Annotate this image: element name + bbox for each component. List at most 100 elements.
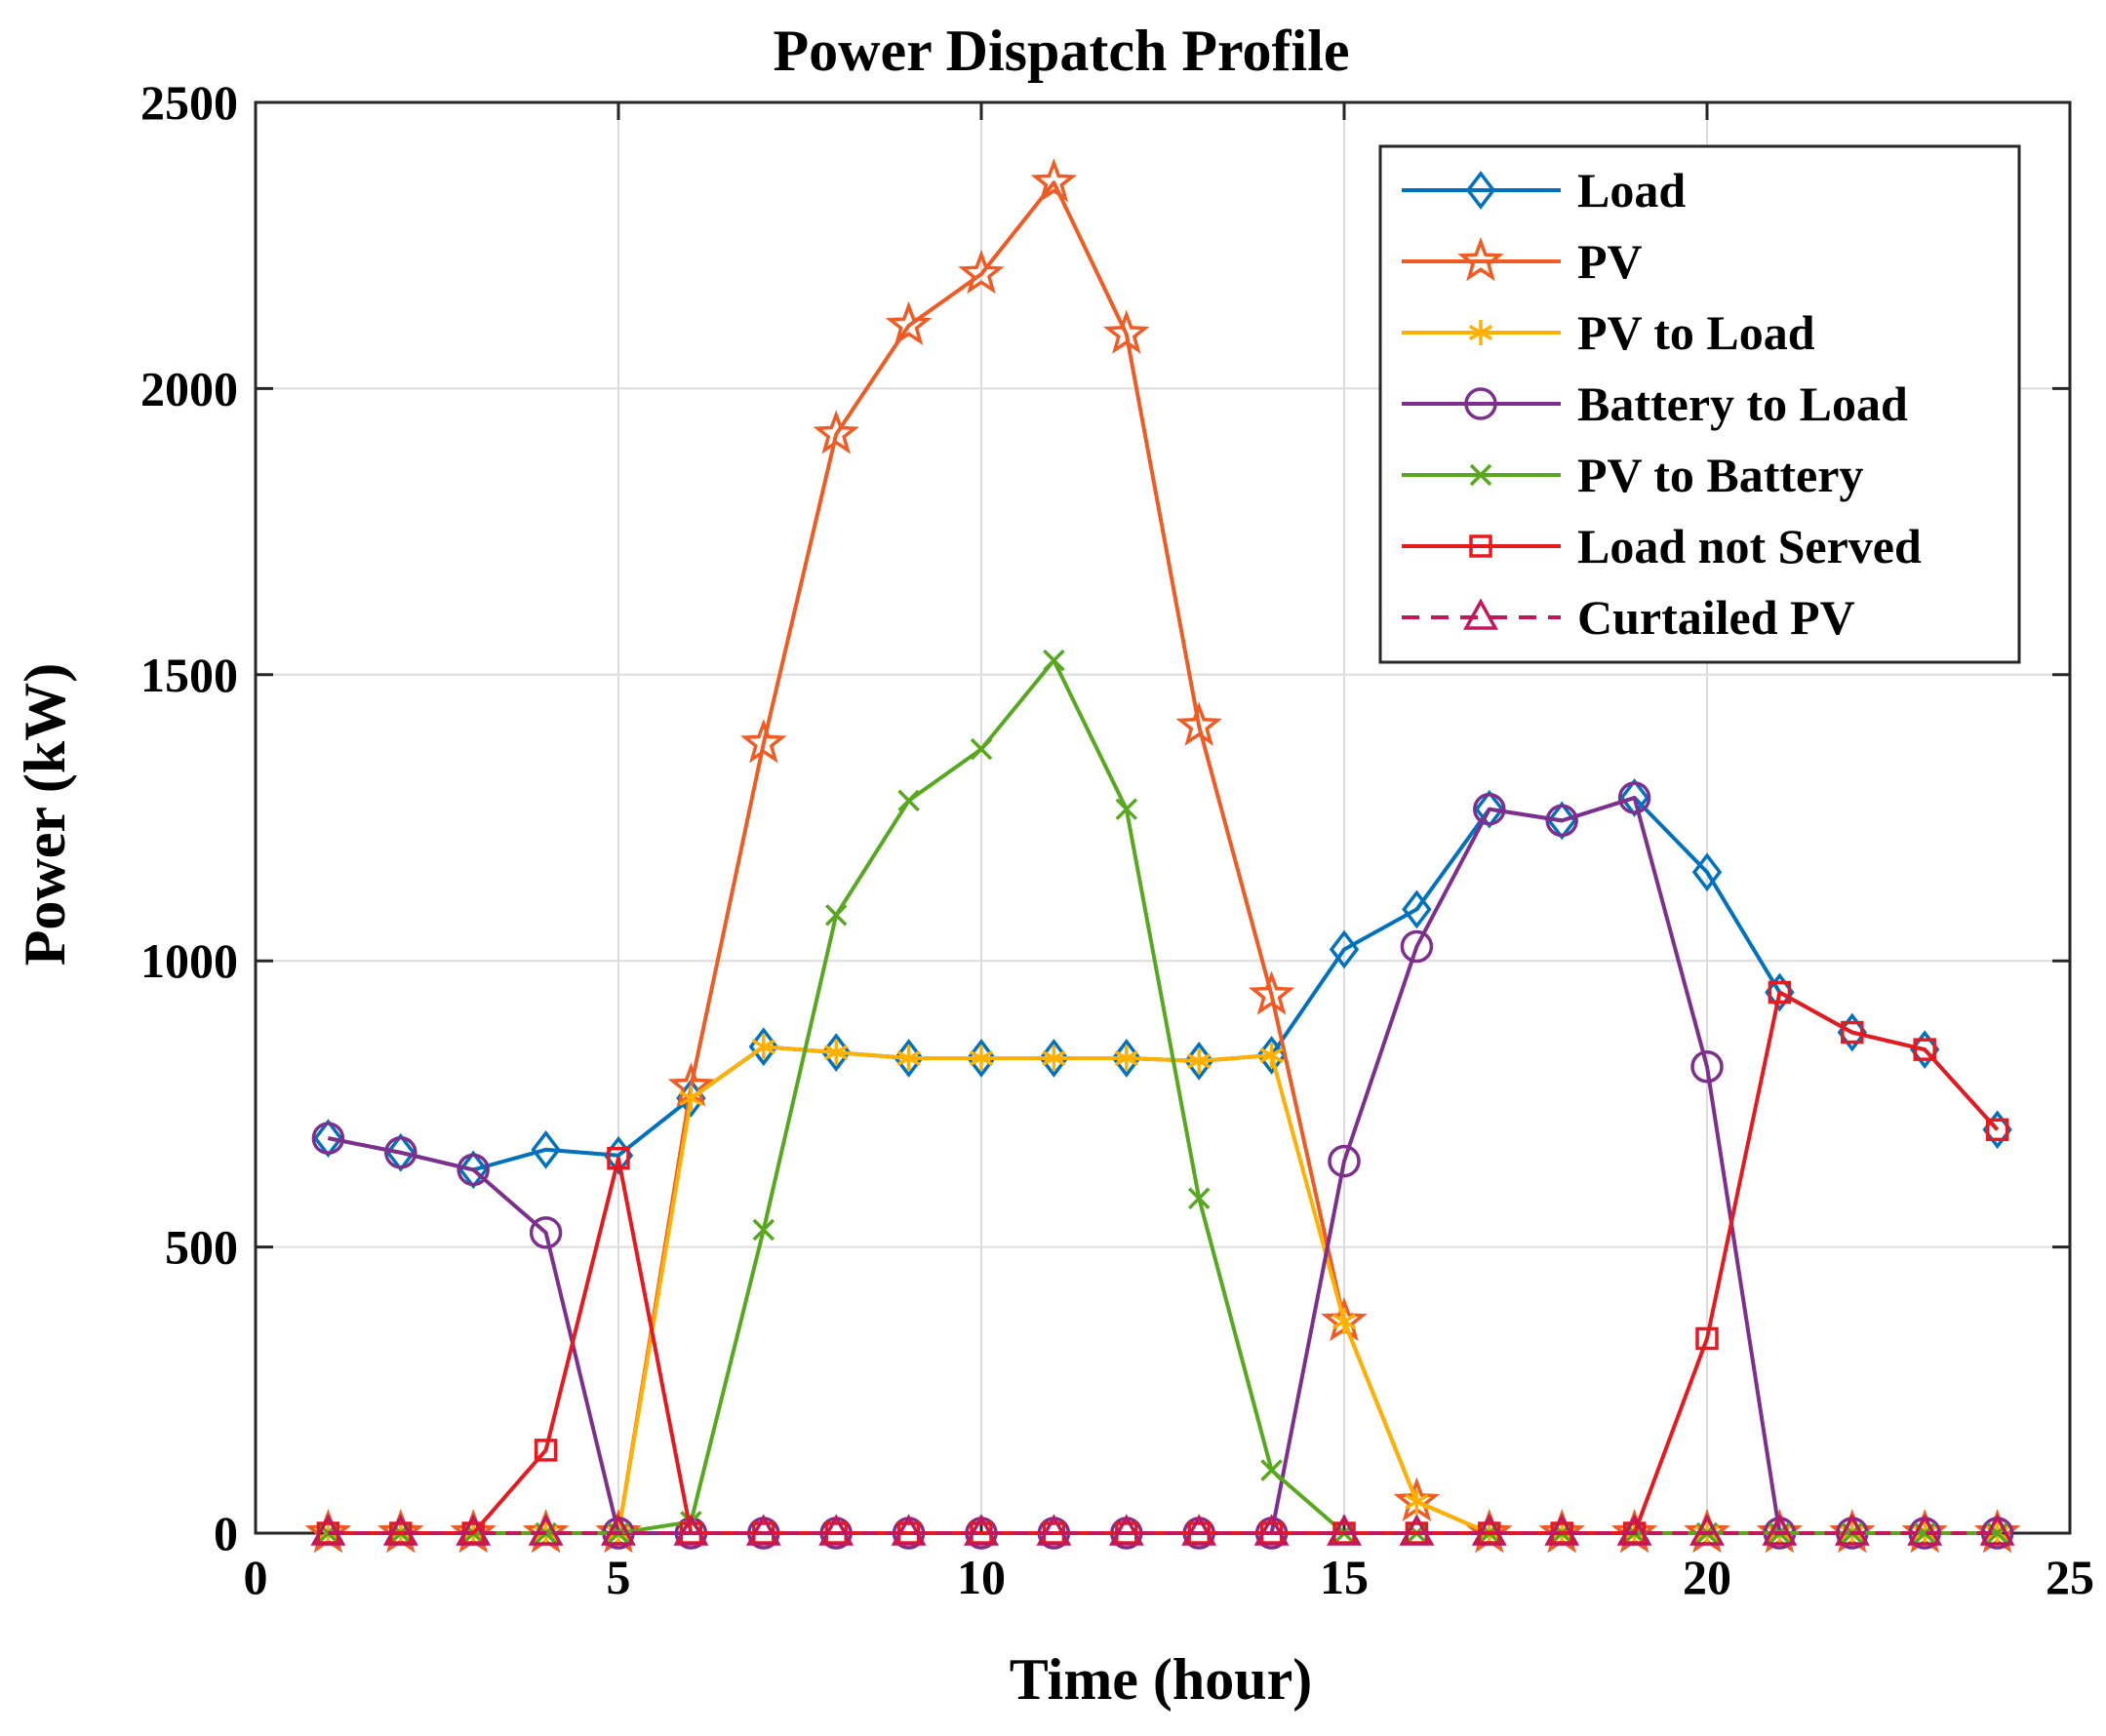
marker-pv-to-load-14 xyxy=(1259,1043,1284,1069)
y-tick-label-1: 500 xyxy=(165,1220,238,1275)
marker-pv-to-battery-12 xyxy=(1115,798,1138,820)
legend-item-pv-to-battery: PV to Battery xyxy=(1402,448,1863,502)
marker-pv-to-load-11 xyxy=(1042,1045,1066,1071)
marker-battery-to-load-2 xyxy=(384,1136,417,1169)
marker-curtailed-pv-2 xyxy=(382,1514,418,1546)
legend-item-battery-to-load: Battery to Load xyxy=(1402,376,1908,431)
marker-pv-14 xyxy=(1248,970,1295,1015)
marker-battery-to-load-4 xyxy=(529,1216,563,1249)
marker-load-20 xyxy=(1691,852,1723,892)
marker-battery-to-load-1 xyxy=(311,1122,345,1155)
marker-pv-to-load-12 xyxy=(1114,1045,1138,1071)
x-tick-label-3: 15 xyxy=(1320,1550,1369,1604)
marker-curtailed-pv-11 xyxy=(1036,1514,1072,1546)
marker-load-19 xyxy=(1619,778,1649,817)
marker-battery-to-load-19 xyxy=(1617,781,1651,814)
y-tick-label-4: 2000 xyxy=(140,361,238,415)
legend-marker-battery-to-load xyxy=(1464,387,1497,420)
marker-pv-7 xyxy=(740,719,787,764)
marker-curtailed-pv-3 xyxy=(456,1514,492,1546)
marker-curtailed-pv-17 xyxy=(1471,1514,1507,1546)
marker-load-not-served-4 xyxy=(534,1439,558,1462)
marker-load-1 xyxy=(313,1119,343,1158)
marker-load-not-served-5 xyxy=(607,1146,630,1170)
legend-item-load: Load xyxy=(1402,163,1686,217)
marker-curtailed-pv-21 xyxy=(1762,1514,1798,1546)
y-tick-label-3: 1500 xyxy=(140,648,238,702)
marker-curtailed-pv-6 xyxy=(673,1514,709,1546)
marker-curtailed-pv-15 xyxy=(1327,1514,1362,1546)
marker-curtailed-pv-1 xyxy=(310,1514,346,1546)
marker-battery-to-load-17 xyxy=(1473,792,1506,826)
marker-curtailed-pv-19 xyxy=(1616,1514,1652,1546)
marker-battery-to-load-20 xyxy=(1690,1050,1724,1084)
marker-pv-to-load-7 xyxy=(751,1034,775,1060)
legend-label-pv-to-load: PV to Load xyxy=(1577,305,1815,360)
marker-load-2 xyxy=(385,1132,417,1172)
marker-curtailed-pv-13 xyxy=(1181,1514,1217,1546)
marker-load-18 xyxy=(1546,801,1577,841)
marker-battery-to-load-3 xyxy=(457,1153,490,1187)
marker-pv-to-battery-13 xyxy=(1187,1187,1211,1209)
marker-pv-to-load-16 xyxy=(1405,1488,1429,1515)
marker-curtailed-pv-4 xyxy=(528,1514,564,1546)
legend-label-load-not-served: Load not Served xyxy=(1577,519,1922,573)
marker-pv-9 xyxy=(885,300,933,346)
marker-curtailed-pv-8 xyxy=(818,1514,854,1546)
x-axis-label: Time (hour) xyxy=(1010,1647,1313,1712)
x-tick-label-4: 20 xyxy=(1683,1550,1731,1604)
marker-pv-to-load-8 xyxy=(824,1040,849,1066)
series-line-load-not-served xyxy=(328,990,2000,1535)
legend-marker-curtailed-pv xyxy=(1463,598,1498,630)
x-tick-label-0: 0 xyxy=(244,1550,268,1604)
x-tick-label-5: 25 xyxy=(2046,1550,2094,1604)
series-curtailed-pv xyxy=(310,1514,2015,1546)
marker-curtailed-pv-9 xyxy=(891,1514,927,1546)
marker-curtailed-pv-20 xyxy=(1689,1514,1725,1546)
legend-item-pv-to-load: PV to Load xyxy=(1402,305,1815,360)
legend: Load PV PV to Load Battery to Load PV to Bat… xyxy=(1378,144,2021,664)
marker-pv-to-load-15 xyxy=(1331,1308,1357,1334)
marker-load-17 xyxy=(1474,789,1505,829)
marker-load-4 xyxy=(531,1129,561,1169)
axis-ticks: 0 5 10 15 20 25 0 500 1000 1500 2000 2500 xyxy=(140,75,2094,1604)
marker-battery-to-load-15 xyxy=(1328,1144,1361,1178)
chart-title: Power Dispatch Profile xyxy=(773,19,1349,83)
marker-load-15 xyxy=(1329,929,1360,969)
y-tick-label-0: 0 xyxy=(214,1506,238,1560)
legend-marker-pv xyxy=(1457,236,1504,282)
legend-item-load-not-served: Load not Served xyxy=(1402,519,1922,573)
marker-curtailed-pv-22 xyxy=(1834,1514,1870,1546)
marker-pv-to-load-10 xyxy=(969,1045,994,1071)
x-tick-label-2: 10 xyxy=(957,1550,1006,1604)
x-tick-label-1: 5 xyxy=(607,1550,631,1604)
marker-pv-to-battery-14 xyxy=(1260,1459,1283,1481)
y-tick-label-2: 1000 xyxy=(140,933,238,988)
marker-pv-to-load-6 xyxy=(679,1085,703,1112)
marker-pv-to-load-9 xyxy=(896,1045,921,1071)
legend-item-pv: PV xyxy=(1402,234,1643,289)
marker-load-not-served-22 xyxy=(1841,1020,1864,1045)
series-group xyxy=(304,158,2021,1554)
marker-pv-to-battery-11 xyxy=(1043,649,1065,672)
marker-curtailed-pv-14 xyxy=(1253,1514,1290,1546)
marker-load-not-served-24 xyxy=(1985,1118,2009,1142)
marker-load-not-served-23 xyxy=(1913,1038,1936,1061)
marker-pv-to-load-13 xyxy=(1187,1047,1212,1074)
legend-marker-load xyxy=(1465,171,1496,210)
marker-pv-10 xyxy=(958,249,1005,295)
marker-curtailed-pv-24 xyxy=(1979,1514,2015,1546)
marker-curtailed-pv-10 xyxy=(964,1514,999,1546)
legend-item-curtailed-pv: Curtailed PV xyxy=(1402,590,1855,645)
marker-pv-11 xyxy=(1030,158,1078,203)
series-line-pv-to-battery xyxy=(328,658,1998,1535)
marker-curtailed-pv-5 xyxy=(601,1514,636,1546)
marker-battery-to-load-16 xyxy=(1400,929,1434,964)
marker-pv-to-battery-8 xyxy=(824,904,848,927)
legend-label-load: Load xyxy=(1577,163,1686,217)
legend-marker-load-not-served xyxy=(1469,534,1492,558)
marker-curtailed-pv-12 xyxy=(1108,1514,1144,1546)
marker-pv-8 xyxy=(813,410,859,454)
y-tick-label-5: 2500 xyxy=(140,75,238,130)
